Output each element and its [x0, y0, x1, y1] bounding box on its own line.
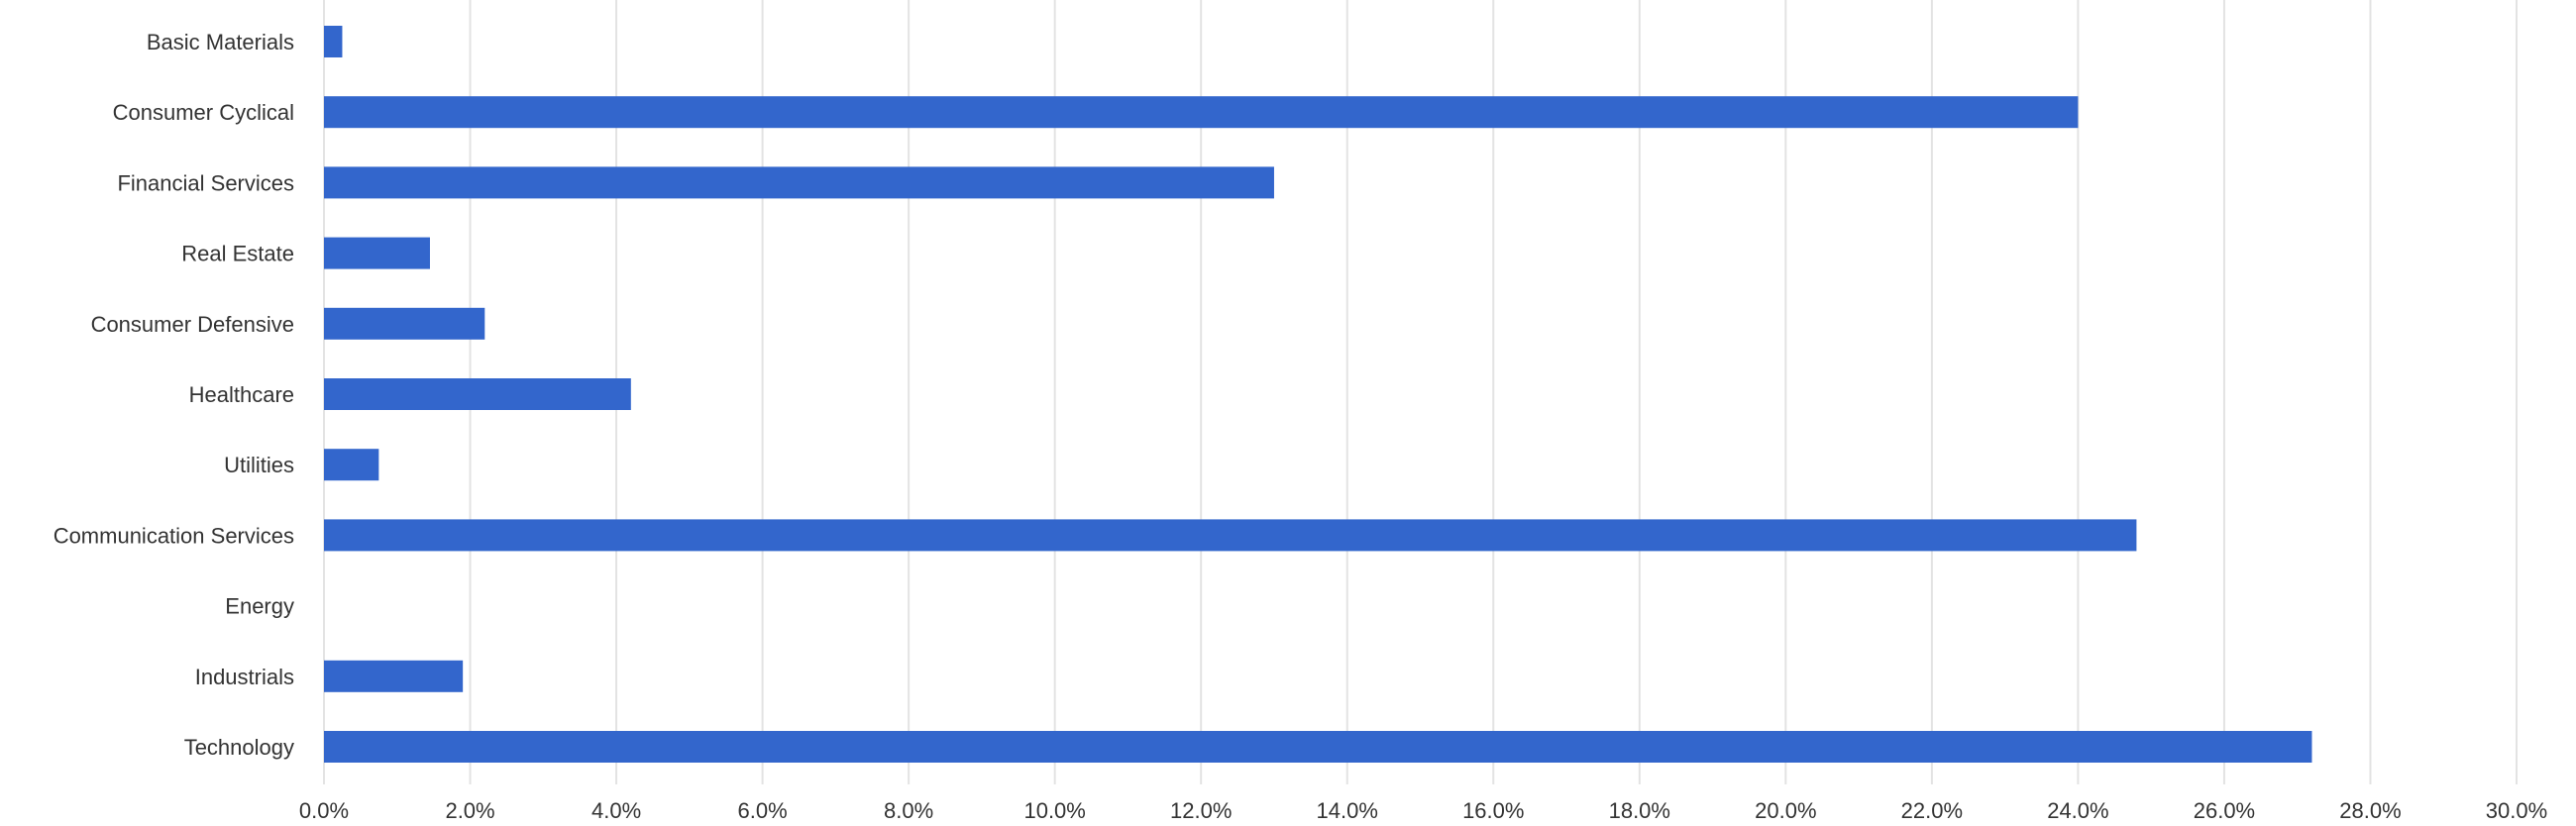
x-tick-label: 18.0%: [1609, 798, 1670, 823]
category-labels: Basic Materials Consumer Cyclical Financia…: [54, 30, 294, 760]
category-label: Financial Services: [117, 170, 294, 195]
x-tick-label: 28.0%: [2339, 798, 2401, 823]
gridlines: [323, 0, 2518, 784]
bar: [324, 96, 2079, 129]
category-label: Real Estate: [181, 242, 294, 266]
x-tick-label: 22.0%: [1901, 798, 1963, 823]
category-label: Consumer Defensive: [91, 312, 294, 337]
x-tick-label: 10.0%: [1023, 798, 1085, 823]
bar: [324, 731, 2312, 763]
x-tick-label: 20.0%: [1755, 798, 1816, 823]
category-label: Energy: [225, 594, 294, 619]
x-tick-label: 30.0%: [2486, 798, 2547, 823]
x-tick-label: 14.0%: [1317, 798, 1378, 823]
bar: [324, 166, 1274, 199]
x-axis-tick-labels: 0.0% 2.0% 4.0% 6.0% 8.0% 10.0% 12.0% 14.0% 16.0%…: [299, 798, 2547, 823]
category-label: Communication Services: [54, 523, 294, 548]
x-tick-label: 2.0%: [445, 798, 494, 823]
bar: [324, 237, 430, 269]
bars: [324, 26, 2312, 763]
bar: [324, 519, 2137, 552]
category-label: Healthcare: [189, 382, 294, 407]
bar: [324, 26, 343, 57]
category-label: Consumer Cyclical: [113, 100, 294, 125]
bar: [324, 449, 379, 481]
x-tick-label: 12.0%: [1170, 798, 1232, 823]
x-tick-label: 24.0%: [2047, 798, 2108, 823]
category-label: Industrials: [195, 665, 294, 689]
category-label: Utilities: [224, 453, 294, 477]
x-tick-label: 8.0%: [884, 798, 933, 823]
category-label: Technology: [184, 735, 294, 760]
x-tick-label: 26.0%: [2194, 798, 2255, 823]
x-tick-label: 4.0%: [591, 798, 641, 823]
bar: [324, 660, 464, 692]
category-label: Basic Materials: [147, 30, 294, 54]
x-tick-label: 6.0%: [738, 798, 788, 823]
bar: [324, 307, 485, 340]
bar: [324, 378, 631, 410]
x-tick-label: 0.0%: [299, 798, 349, 823]
x-tick-label: 16.0%: [1462, 798, 1524, 823]
